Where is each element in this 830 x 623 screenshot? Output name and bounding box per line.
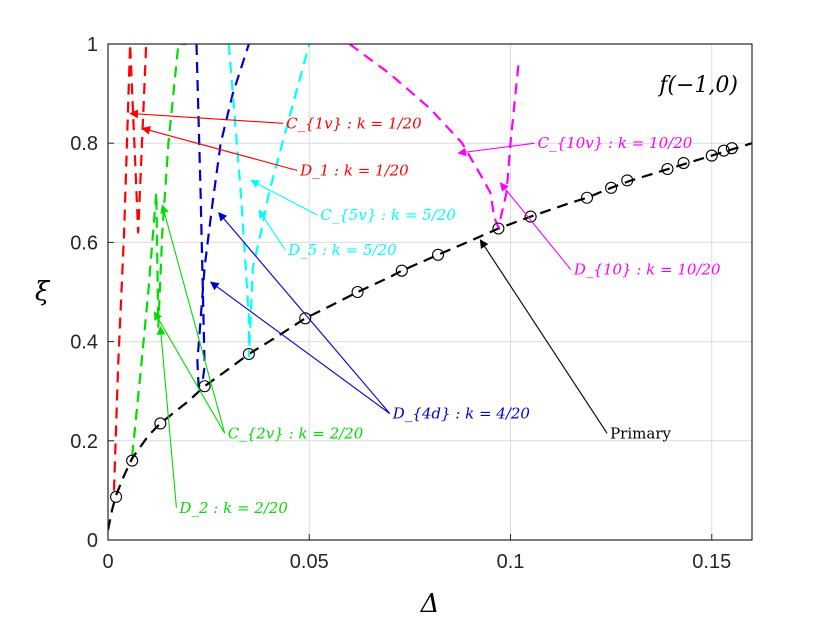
annotation-label: C_{10v} : k = 10/20 bbox=[538, 134, 693, 152]
y-axis-label: ξ bbox=[35, 277, 51, 307]
y-tick-label: 0.8 bbox=[70, 133, 98, 155]
annotation-arrow bbox=[457, 142, 535, 157]
primary-marker bbox=[492, 222, 505, 235]
primary-marker bbox=[580, 191, 594, 204]
primary-marker bbox=[705, 149, 718, 162]
series-line-2 bbox=[131, 44, 187, 456]
x-tick-label: 0.05 bbox=[290, 551, 329, 573]
annotation-label: D_{4d} : k = 4/20 bbox=[392, 405, 531, 423]
annotations-layer: C_{1v} : k = 1/20 D_1 : k = 1/20 C_{2v} : … bbox=[129, 109, 721, 517]
annotation-label: D_{10} : k = 10/20 bbox=[573, 261, 721, 279]
y-tick-label: 0.6 bbox=[70, 232, 98, 254]
x-tick-label: 0.1 bbox=[497, 551, 525, 573]
primary-marker bbox=[677, 156, 690, 170]
annotation-arrow bbox=[129, 109, 284, 124]
annotation-label: C_{2v} : k = 2/20 bbox=[228, 424, 364, 442]
annotation-arrow bbox=[141, 126, 298, 172]
annotation-arrow bbox=[258, 209, 286, 251]
series-line-0 bbox=[108, 142, 752, 531]
annotation-label: D_1 : k = 1/20 bbox=[299, 161, 409, 179]
annotation-arrow bbox=[209, 281, 391, 414]
axis-ticks: 0 0.05 0.1 0.15 0 0.2 0.4 0.6 0.8 1 bbox=[70, 34, 731, 573]
annotation-arrow bbox=[499, 182, 572, 271]
x-tick-label: 0 bbox=[102, 551, 113, 573]
x-tick-label: 0.15 bbox=[692, 551, 731, 573]
primary-marker bbox=[198, 380, 211, 393]
panel-label: f(−1,0) bbox=[657, 73, 738, 98]
primary-marker bbox=[431, 248, 445, 261]
annotation-arrow bbox=[250, 179, 318, 216]
annotation-label: C_{5v} : k = 5/20 bbox=[320, 206, 456, 224]
y-tick-label: 1 bbox=[87, 34, 98, 56]
primary-marker bbox=[351, 285, 364, 299]
series-layer bbox=[108, 44, 752, 531]
annotation-label: Primary bbox=[610, 424, 671, 442]
primary-marker bbox=[621, 174, 634, 187]
primary-marker bbox=[661, 162, 674, 176]
annotation-arrow bbox=[160, 204, 226, 434]
primary-marker bbox=[242, 347, 255, 361]
y-tick-label: 0.2 bbox=[70, 431, 98, 453]
primary-marker bbox=[725, 142, 738, 155]
y-tick-label: 0 bbox=[87, 530, 98, 552]
primary-marker bbox=[299, 312, 312, 325]
primary-marker bbox=[395, 264, 408, 277]
annotation-arrow bbox=[153, 311, 226, 434]
annotation-arrow bbox=[156, 325, 177, 508]
x-axis-label: Δ bbox=[420, 589, 440, 619]
primary-marker bbox=[154, 417, 167, 430]
series-line-3 bbox=[195, 44, 250, 388]
series-line-5 bbox=[348, 44, 520, 229]
y-tick-label: 0.4 bbox=[70, 332, 98, 354]
markers-layer bbox=[110, 142, 738, 503]
primary-marker bbox=[524, 210, 537, 223]
primary-marker bbox=[717, 144, 730, 157]
primary-marker bbox=[126, 454, 139, 467]
plot-frame bbox=[107, 43, 753, 541]
series-line-1 bbox=[112, 44, 148, 491]
annotation-label: C_{1v} : k = 1/20 bbox=[286, 114, 422, 132]
annotation-label: D_5 : k = 5/20 bbox=[287, 241, 397, 259]
primary-marker bbox=[605, 181, 618, 194]
annotation-label: D_2 : k = 2/20 bbox=[178, 499, 288, 517]
annotation-arrow bbox=[479, 239, 608, 434]
primary-marker bbox=[110, 490, 123, 503]
annotation-arrow bbox=[218, 211, 391, 414]
series-line-4 bbox=[227, 44, 311, 358]
